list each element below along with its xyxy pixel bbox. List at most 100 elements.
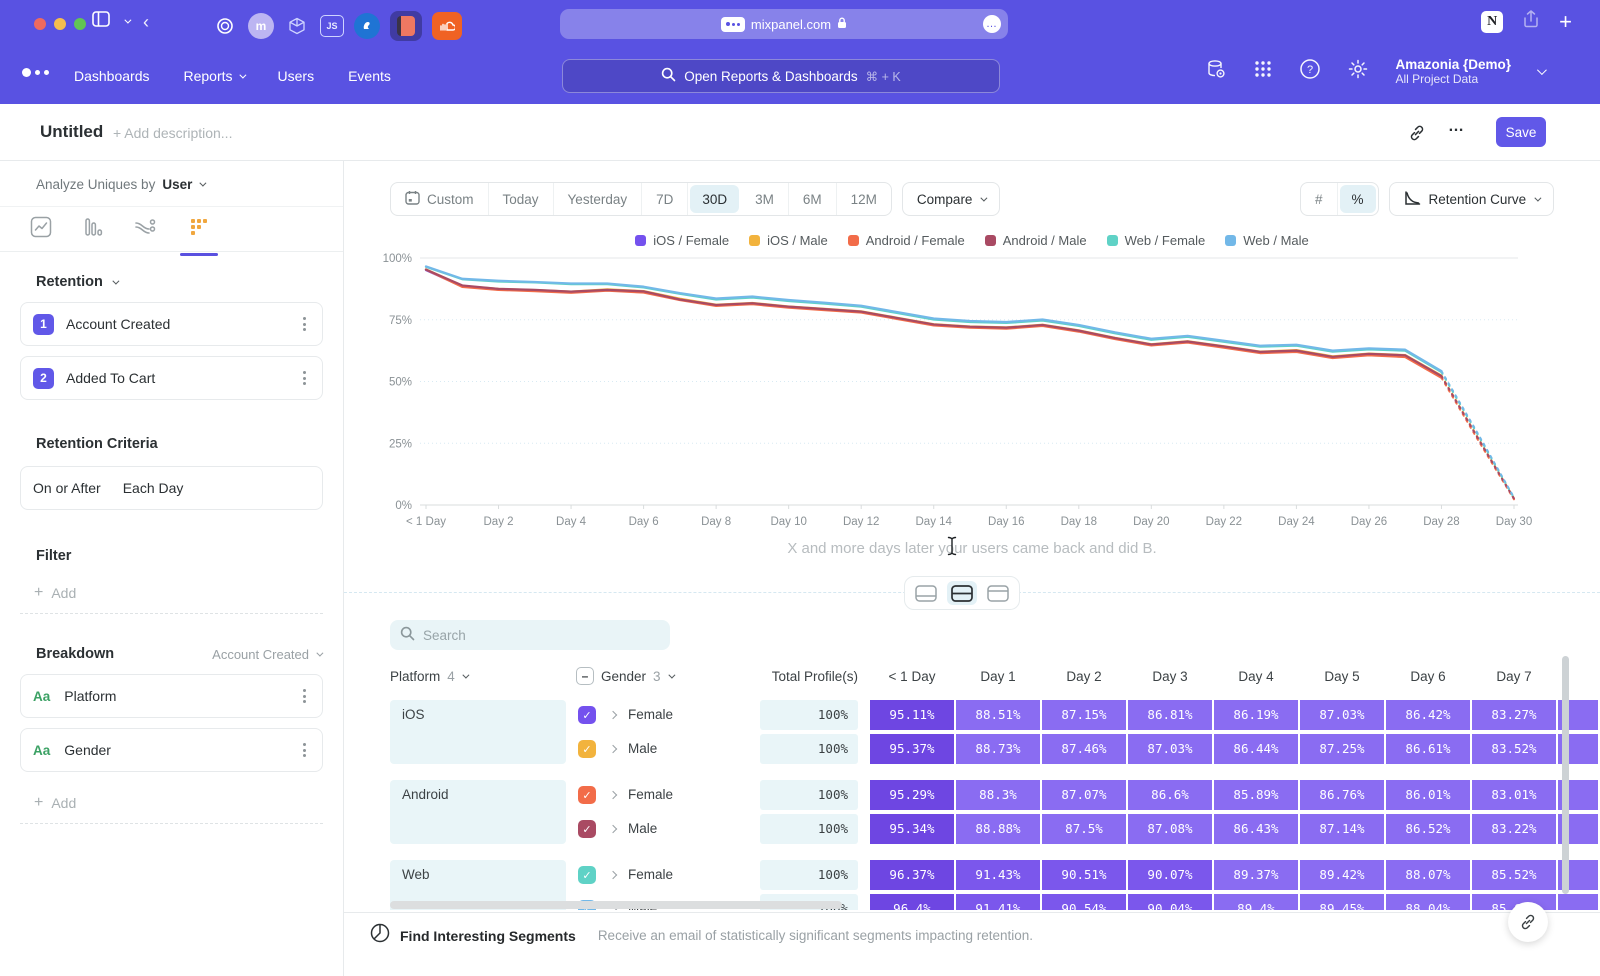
expand-row-icon[interactable]: [609, 745, 617, 753]
retention-value-cell[interactable]: 83.52%: [1472, 734, 1556, 764]
retention-value-cell[interactable]: 83.22%: [1472, 814, 1556, 844]
layout-split-button[interactable]: [947, 581, 977, 605]
retention-value-cell[interactable]: 90.54%: [1042, 894, 1126, 910]
series-checkbox-android-female[interactable]: ✓: [578, 786, 596, 804]
retention-value-cell[interactable]: 88.3%: [956, 780, 1040, 810]
retention-value-cell[interactable]: 88.51%: [956, 700, 1040, 730]
filter-add-button[interactable]: + Add: [20, 572, 323, 614]
range-12m[interactable]: 12M: [837, 183, 891, 215]
retention-value-cell[interactable]: 91.43%: [956, 860, 1040, 890]
retention-value-cell[interactable]: 95.34%: [870, 814, 954, 844]
retention-table[interactable]: iOS✓Female100%95.11%88.51%87.15%86.81%86…: [344, 694, 1600, 910]
breakdown-scope-selector[interactable]: Account Created: [212, 647, 321, 662]
retention-value-cell[interactable]: 87.08%: [1128, 814, 1212, 844]
column-header-day-5[interactable]: Day 5: [1300, 663, 1384, 689]
range-today[interactable]: Today: [489, 183, 554, 215]
tab-insights-icon[interactable]: [30, 216, 52, 243]
horizontal-scrollbar[interactable]: [390, 901, 842, 909]
url-bar[interactable]: mixpanel.com …: [560, 9, 1008, 39]
retention-value-cell[interactable]: 91.41%: [956, 894, 1040, 910]
url-more-icon[interactable]: …: [983, 15, 1001, 33]
retention-value-cell[interactable]: 86.43%: [1214, 814, 1298, 844]
sidebar-toggle-icon[interactable]: [92, 11, 110, 32]
mode-absolute-button[interactable]: #: [1301, 183, 1338, 215]
retention-value-cell[interactable]: 95.37%: [870, 734, 954, 764]
retention-value-cell[interactable]: 87.03%: [1128, 734, 1212, 764]
retention-value-cell[interactable]: 96.4%: [870, 894, 954, 910]
chevron-down-icon[interactable]: [124, 17, 131, 24]
column-header-day-3[interactable]: Day 3: [1128, 663, 1212, 689]
layout-chart-only-button[interactable]: [911, 581, 941, 605]
retention-step-2[interactable]: 2Added To Cart: [20, 356, 323, 400]
tab-flows-icon[interactable]: [134, 216, 158, 243]
compare-button[interactable]: Compare: [902, 182, 1001, 216]
expand-row-icon[interactable]: [609, 825, 617, 833]
nav-item-events[interactable]: Events: [348, 68, 391, 84]
more-options-icon[interactable]: [299, 313, 310, 335]
nav-item-dashboards[interactable]: Dashboards: [74, 68, 150, 84]
retention-value-cell[interactable]: 88.07%: [1386, 860, 1470, 890]
new-tab-icon[interactable]: +: [1559, 12, 1572, 32]
more-actions-icon[interactable]: …: [1448, 118, 1466, 136]
vertical-scrollbar[interactable]: [1562, 656, 1569, 894]
global-search-input[interactable]: Open Reports & Dashboards ⌘ + K: [562, 59, 1000, 93]
project-switcher[interactable]: Amazonia {Demo} All Project Data: [1395, 57, 1511, 86]
expand-row-icon[interactable]: [609, 711, 617, 719]
swan-extension-icon[interactable]: [354, 13, 380, 39]
retention-value-cell[interactable]: 96.37%: [870, 860, 954, 890]
column-header--1-day[interactable]: < 1 Day: [870, 663, 954, 689]
column-header-day-7[interactable]: Day 7: [1472, 663, 1556, 689]
series-checkbox-web-female[interactable]: ✓: [578, 866, 596, 884]
retention-value-cell[interactable]: 86.81%: [1128, 700, 1212, 730]
column-header-day-1[interactable]: Day 1: [956, 663, 1040, 689]
column-header-platform[interactable]: Platform4: [390, 663, 467, 689]
column-header-gender[interactable]: –Gender3: [576, 663, 673, 689]
series-checkbox-android-male[interactable]: ✓: [578, 820, 596, 838]
retention-value-cell[interactable]: 86.44%: [1214, 734, 1298, 764]
retention-value-cell[interactable]: 83.01%: [1472, 780, 1556, 810]
mixpanel-logo[interactable]: [22, 68, 49, 77]
retention-value-cell[interactable]: 95.29%: [870, 780, 954, 810]
retention-value-cell[interactable]: 87.5%: [1042, 814, 1126, 844]
layout-table-only-button[interactable]: [983, 581, 1013, 605]
column-header-day-4[interactable]: Day 4: [1214, 663, 1298, 689]
expand-row-icon[interactable]: [609, 871, 617, 879]
analyze-entity-selector[interactable]: User: [162, 177, 192, 192]
tab-retention-icon[interactable]: [188, 216, 210, 243]
retention-value-cell[interactable]: 88.04%: [1386, 894, 1470, 910]
retention-value-cell[interactable]: 89.45%: [1300, 894, 1384, 910]
data-management-icon[interactable]: [1205, 58, 1227, 85]
retention-value-cell[interactable]: 87.03%: [1300, 700, 1384, 730]
retention-value-cell[interactable]: 87.14%: [1300, 814, 1384, 844]
retention-value-cell[interactable]: 86.52%: [1386, 814, 1470, 844]
retention-line-chart[interactable]: 100%75%50%25%0%< 1 DayDay 2Day 4Day 6Day…: [374, 246, 1544, 539]
retention-value-cell[interactable]: 85.52%: [1472, 860, 1556, 890]
cube-icon[interactable]: [284, 13, 310, 39]
retention-value-cell[interactable]: 89.37%: [1214, 860, 1298, 890]
retention-value-cell[interactable]: 95.11%: [870, 700, 954, 730]
range-yesterday[interactable]: Yesterday: [554, 183, 643, 215]
retention-section-heading[interactable]: Retention: [36, 274, 103, 290]
nav-item-users[interactable]: Users: [278, 68, 315, 84]
range-6m[interactable]: 6M: [789, 183, 837, 215]
retention-value-cell[interactable]: 86.61%: [1386, 734, 1470, 764]
share-icon[interactable]: [1523, 10, 1539, 33]
column-header-day-6[interactable]: Day 6: [1386, 663, 1470, 689]
retention-value-cell[interactable]: 87.15%: [1042, 700, 1126, 730]
settings-gear-icon[interactable]: [1347, 58, 1369, 85]
retention-value-cell[interactable]: 89.4%: [1214, 894, 1298, 910]
retention-value-cell[interactable]: 87.07%: [1042, 780, 1126, 810]
retention-value-cell[interactable]: 87.46%: [1042, 734, 1126, 764]
retention-value-cell[interactable]: 86.19%: [1214, 700, 1298, 730]
series-checkbox-ios-female[interactable]: ✓: [578, 706, 596, 724]
retention-criteria-card[interactable]: On or After Each Day: [20, 466, 323, 510]
breakdown-add-button[interactable]: + Add: [20, 782, 323, 824]
retention-value-cell[interactable]: 89.42%: [1300, 860, 1384, 890]
back-icon[interactable]: ‹: [143, 14, 149, 30]
retention-value-cell[interactable]: 85.89%: [1214, 780, 1298, 810]
retention-value-cell[interactable]: 86.76%: [1300, 780, 1384, 810]
more-options-icon[interactable]: [299, 367, 310, 389]
column-header-day-2[interactable]: Day 2: [1042, 663, 1126, 689]
soundcloud-icon[interactable]: [432, 12, 462, 40]
close-window-button[interactable]: [34, 18, 46, 30]
